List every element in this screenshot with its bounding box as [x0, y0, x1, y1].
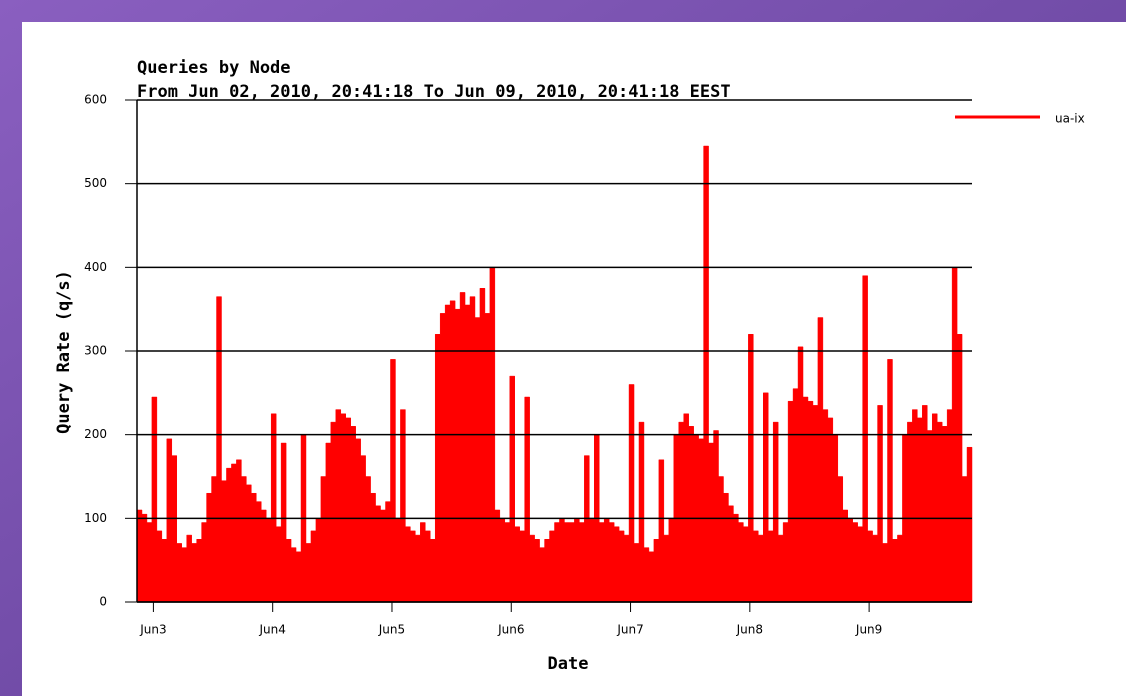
x-tick-label: Jun9 — [855, 623, 882, 637]
x-axis-label: Date — [548, 654, 589, 674]
y-tick-label: 400 — [84, 260, 107, 274]
x-tick-label: Jun5 — [378, 623, 405, 637]
y-axis-label: Query Rate (q/s) — [54, 270, 74, 434]
y-tick-label: 500 — [84, 176, 107, 190]
y-tick-label: 600 — [84, 93, 107, 107]
y-tick-label: 0 — [99, 595, 107, 609]
x-tick-label: Jun8 — [736, 623, 763, 637]
y-tick-label: 200 — [84, 427, 107, 441]
y-tick-label: 100 — [84, 511, 107, 525]
chart-subtitle: From Jun 02, 2010, 20:41:18 To Jun 09, 2… — [137, 82, 731, 102]
x-tick-label: Jun4 — [258, 623, 285, 637]
y-tick-label: 300 — [84, 344, 107, 358]
chart-title: Queries by Node — [137, 58, 291, 78]
x-tick-label: Jun6 — [497, 623, 524, 637]
x-tick-label: Jun3 — [139, 623, 166, 637]
x-tick-label: Jun7 — [616, 623, 643, 637]
legend-label: ua-ix — [1055, 112, 1085, 126]
